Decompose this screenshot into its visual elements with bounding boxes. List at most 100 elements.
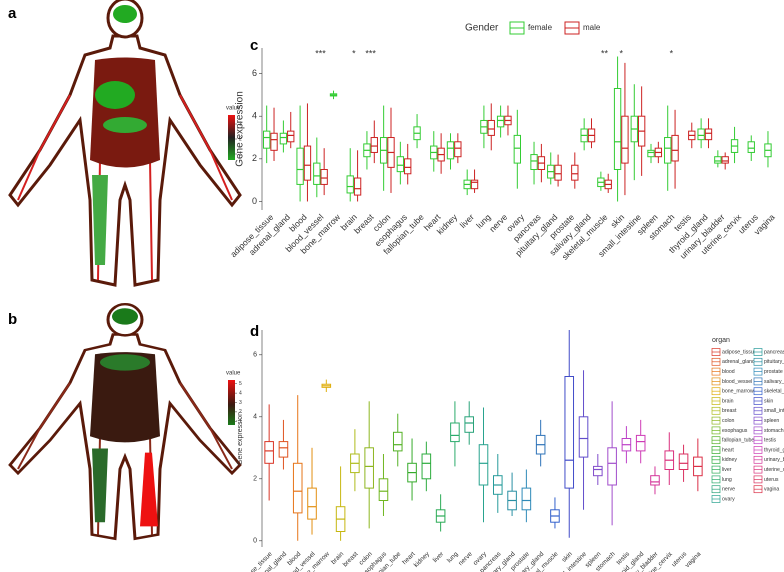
box-body <box>671 134 679 162</box>
panel-label: a <box>8 5 17 22</box>
box-body <box>571 164 579 181</box>
box-body <box>396 156 405 173</box>
box-body <box>446 141 455 160</box>
legend-title: organ <box>712 337 730 344</box>
panel-label: b <box>8 311 17 328</box>
legend-label: adipose_tissue <box>722 349 757 355</box>
x-tick-label: nerve <box>457 550 474 567</box>
box-body <box>635 434 646 452</box>
significance-label: *** <box>365 48 376 58</box>
legend-label: prostate <box>764 369 783 375</box>
box-body <box>263 130 271 149</box>
box-body <box>470 179 479 190</box>
box-body <box>320 169 328 185</box>
box-body <box>307 487 317 520</box>
legend-title: value <box>226 106 241 112</box>
body-map-b <box>8 302 242 541</box>
legend-label: female <box>528 23 553 32</box>
legend-tick-label: 3 <box>239 400 242 406</box>
box-body <box>303 145 312 181</box>
significance-label: *** <box>315 48 326 58</box>
y-tick-label: 4 <box>252 111 257 121</box>
box-body <box>621 115 629 164</box>
box-body <box>647 149 655 158</box>
legend-label: uterus <box>764 477 779 483</box>
legend-label: nerve <box>722 487 735 493</box>
legend-label: heart <box>722 447 734 453</box>
legend-label: pancreas <box>764 349 784 355</box>
legend-label: fallopian_tube <box>722 438 754 444</box>
legend-tick-label: 2 <box>239 136 242 142</box>
significance-label: * <box>620 48 624 58</box>
box-body <box>392 431 403 452</box>
legend-label: salivary_gland <box>764 379 784 385</box>
box-body <box>747 141 755 153</box>
y-tick-label: 0 <box>253 538 257 545</box>
box-body <box>313 162 321 185</box>
legend-label: blood <box>722 369 735 375</box>
legend-label: uterine_cervix <box>764 467 784 473</box>
significance-label: ** <box>601 48 609 58</box>
box-body <box>296 147 304 185</box>
box-body <box>421 453 432 480</box>
legend-label: bone_marrow <box>722 389 754 395</box>
box-body <box>521 487 532 511</box>
legend-label: ovary <box>722 496 735 502</box>
body-map-a <box>8 0 242 287</box>
box-body <box>714 156 722 164</box>
legend-tick-label: 3 <box>239 121 242 127</box>
y-tick-label: 0 <box>252 196 257 206</box>
legend-tick-label: 5 <box>239 381 242 387</box>
legend-label: colon <box>722 418 735 424</box>
box-body <box>664 137 672 164</box>
box-body <box>278 441 289 458</box>
y-axis-title: Gene expression <box>237 412 244 465</box>
box-body <box>370 137 378 153</box>
legend-label: urinary_bladder <box>764 457 784 463</box>
legend-label: brain <box>722 398 734 404</box>
legend-label: male <box>583 23 601 32</box>
y-tick-label: 4 <box>253 414 257 421</box>
panel-label: d <box>250 323 259 340</box>
box-body <box>378 478 389 501</box>
legend-label: liver <box>722 467 732 473</box>
box-body <box>697 128 705 141</box>
legend-label: lung <box>722 477 732 483</box>
box-body <box>450 422 460 443</box>
significance-label: * <box>352 48 356 58</box>
legend-tick-label: 4 <box>239 390 242 396</box>
box-body <box>721 156 729 164</box>
box-body <box>464 416 474 433</box>
box-body <box>607 447 617 486</box>
legend-tick-label: 2 <box>239 409 242 415</box>
box-body <box>353 177 362 196</box>
legend-label: small_intestine <box>764 408 784 414</box>
legend-label: breast <box>722 408 737 414</box>
box-body <box>578 416 589 458</box>
box-body <box>292 462 303 514</box>
legend-label: blood_vessel <box>722 379 752 385</box>
box-body <box>270 132 278 151</box>
legend-label: skin <box>764 398 773 404</box>
x-tick-label: nerve <box>487 212 509 234</box>
panel-label: c <box>250 37 258 54</box>
box-body <box>613 88 622 170</box>
box-body <box>678 453 689 470</box>
y-axis-title: Gene expression <box>235 91 246 167</box>
y-tick-label: 2 <box>252 153 257 163</box>
legend-label: stomach <box>764 428 784 434</box>
x-tick-label: kidney <box>413 550 432 569</box>
legend-title: Gender <box>465 23 499 34</box>
legend-label: vagina <box>764 487 779 493</box>
significance-label: * <box>670 48 674 58</box>
color-bar <box>228 115 235 160</box>
box-body <box>287 130 295 143</box>
legend-label: pituitary_gland <box>764 359 784 365</box>
box-body <box>478 444 489 486</box>
y-tick-label: 6 <box>252 68 257 78</box>
box-body <box>554 164 562 181</box>
box-body <box>364 447 374 489</box>
legend-label: adrenal_gland <box>722 359 755 365</box>
box-body <box>593 465 603 477</box>
legend-tick-label: 1 <box>239 151 242 157</box>
